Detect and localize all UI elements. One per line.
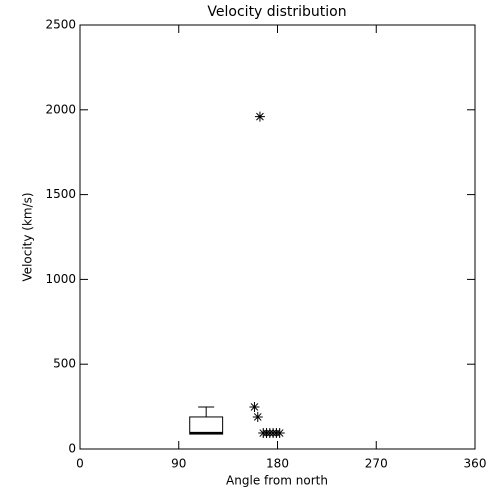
y-tick-label: 1000 (45, 272, 76, 286)
asterisk-point (249, 401, 260, 412)
box (189, 416, 224, 435)
plot-frame (79, 24, 476, 450)
x-tick-label: 180 (266, 457, 289, 471)
asterisk-point (252, 411, 263, 422)
x-axis-label: Angle from north (226, 474, 328, 488)
y-axis-label: Velocity (km/s) (21, 192, 35, 281)
x-tick-label: 0 (76, 457, 84, 471)
asterisk-point (254, 111, 265, 122)
y-tick-label: 500 (53, 357, 76, 371)
chart-title: Velocity distribution (207, 4, 346, 20)
asterisk-point (274, 428, 285, 439)
y-tick-label: 2000 (45, 102, 76, 116)
x-tick-label: 270 (365, 457, 388, 471)
x-tick-label: 360 (464, 457, 487, 471)
y-tick-label: 0 (68, 442, 76, 456)
y-tick-label: 2500 (45, 18, 76, 32)
y-tick-label: 1500 (45, 187, 76, 201)
x-tick-label: 90 (171, 457, 186, 471)
